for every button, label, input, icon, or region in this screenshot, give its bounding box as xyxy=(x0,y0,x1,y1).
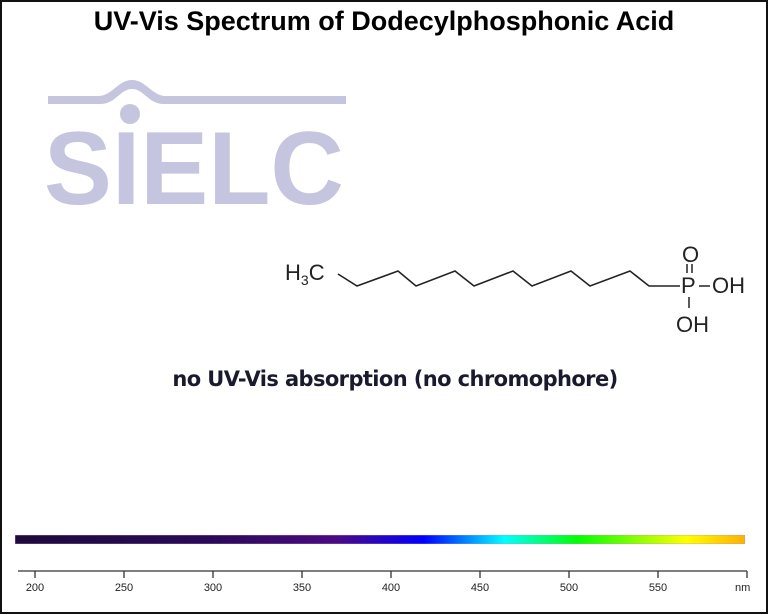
carbon-chain xyxy=(337,270,680,287)
methyl-label: H3C xyxy=(285,260,325,288)
x-axis-tick-label: 350 xyxy=(293,582,311,594)
spectrum-color-bar xyxy=(15,535,745,544)
chart-title: UV-Vis Spectrum of Dodecylphosphonic Aci… xyxy=(93,6,675,36)
x-axis: 200 250 300 350 400 450 500 550 nm xyxy=(18,570,750,594)
x-axis-tick-label: 200 xyxy=(26,582,44,594)
molecule-structure: H3C P O OH OH xyxy=(285,242,745,337)
no-absorption-message: no UV-Vis absorption (no chromophore) xyxy=(172,367,618,391)
sielc-logo-watermark: SIELC xyxy=(44,80,346,211)
x-axis-tick-label: 550 xyxy=(649,582,667,594)
x-axis-tick-label: 500 xyxy=(560,582,578,594)
x-axis-tick-label: 400 xyxy=(382,582,400,594)
x-axis-tick-label: 250 xyxy=(115,582,133,594)
x-axis-tick-label: 450 xyxy=(471,582,489,594)
watermark-text: SIELC xyxy=(44,111,344,211)
hydroxyl-bottom-label: OH xyxy=(676,312,709,337)
phosphorus-label: P xyxy=(681,273,696,298)
oxo-label: O xyxy=(682,242,699,267)
axis-unit-label: nm xyxy=(735,582,750,594)
x-axis-tick-label: 300 xyxy=(204,582,222,594)
hydroxyl-right-label: OH xyxy=(712,273,745,298)
